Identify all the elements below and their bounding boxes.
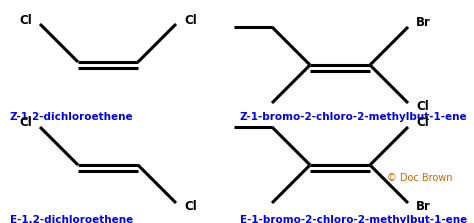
Text: Cl: Cl <box>184 200 197 213</box>
Text: Br: Br <box>416 17 431 29</box>
Text: Br: Br <box>416 200 431 213</box>
Text: Cl: Cl <box>416 116 429 130</box>
Text: Cl: Cl <box>19 14 32 27</box>
Text: © Doc Brown: © Doc Brown <box>387 173 453 183</box>
Text: Cl: Cl <box>184 14 197 27</box>
Text: E-1-bromo-2-chloro-2-methylbut-1-ene: E-1-bromo-2-chloro-2-methylbut-1-ene <box>240 215 467 223</box>
Text: E-1,2-dichloroethene: E-1,2-dichloroethene <box>10 215 133 223</box>
Text: Cl: Cl <box>19 116 32 130</box>
Text: Z-1-bromo-2-chloro-2-methylbut-1-ene: Z-1-bromo-2-chloro-2-methylbut-1-ene <box>240 112 468 122</box>
Text: Cl: Cl <box>416 101 429 114</box>
Text: Z-1,2-dichloroethene: Z-1,2-dichloroethene <box>10 112 134 122</box>
